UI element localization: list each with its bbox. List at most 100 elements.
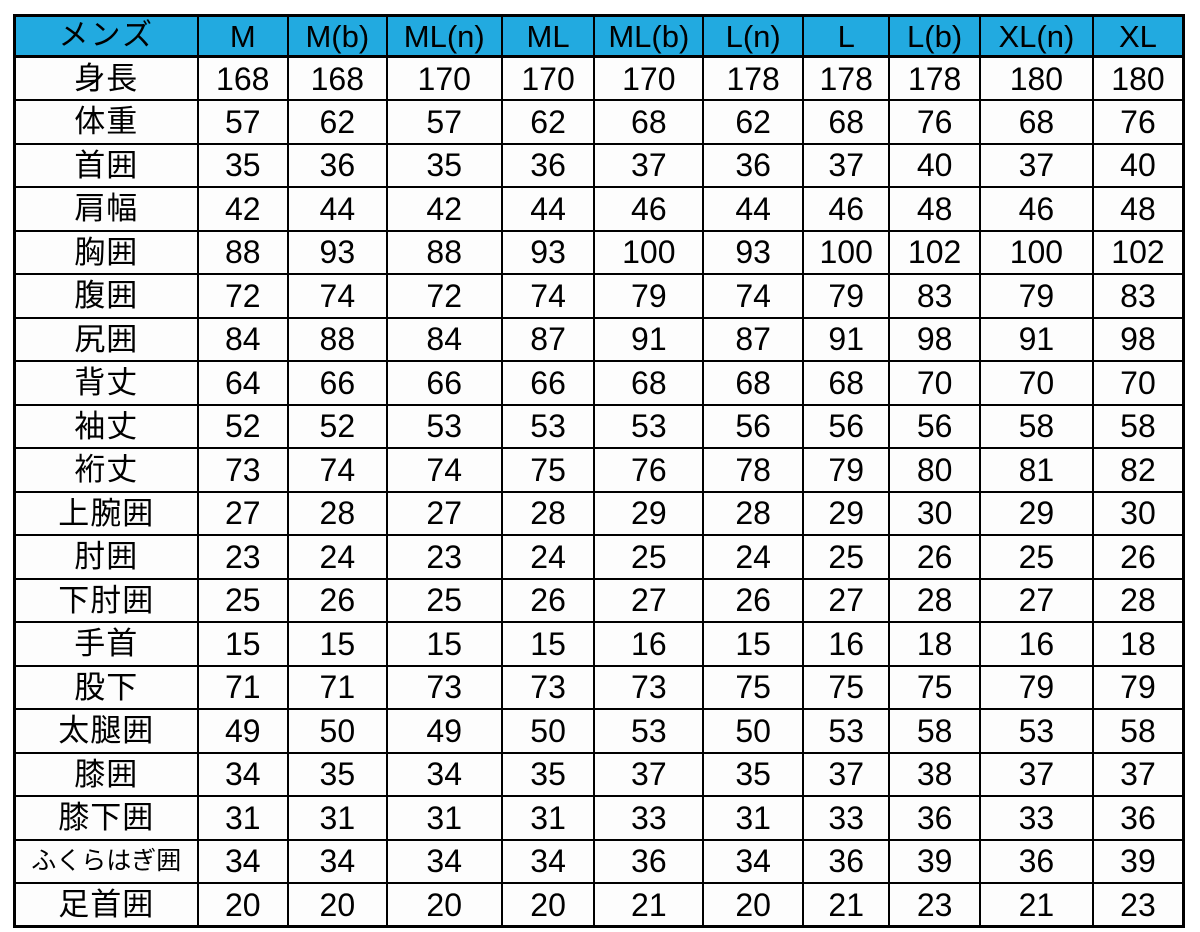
table-cell: 16 [802, 621, 891, 667]
table-cell: 20 [500, 882, 596, 928]
table-cell: 24 [702, 534, 805, 580]
table-cell: 37 [802, 142, 891, 188]
table-cell: 29 [802, 490, 891, 536]
table-cell: 76 [888, 99, 981, 145]
table-cell: 93 [702, 229, 805, 275]
table-cell: 20 [196, 882, 289, 928]
row-label: 身長 [13, 55, 199, 101]
table-cell: 37 [802, 751, 891, 797]
table-row: 太腿囲 49 50 49 50 53 50 53 58 53 58 [13, 708, 1185, 754]
row-label: 首囲 [13, 142, 199, 188]
table-row: 股下 71 71 73 73 73 75 75 75 79 79 [13, 664, 1185, 710]
table-cell: 87 [702, 316, 805, 362]
table-cell: 56 [888, 403, 981, 449]
table-cell: 100 [593, 229, 705, 275]
table-cell: 33 [593, 795, 705, 841]
table-cell: 170 [385, 55, 503, 101]
table-cell: 40 [888, 142, 981, 188]
table-cell: 20 [702, 882, 805, 928]
table-cell: 28 [702, 490, 805, 536]
table-cell: 80 [888, 447, 981, 493]
header-corner-mens: メンズ [13, 14, 199, 58]
table-cell: 24 [500, 534, 596, 580]
table-cell: 79 [978, 664, 1094, 710]
table-cell: 68 [593, 360, 705, 406]
table-cell: 18 [1091, 621, 1185, 667]
table-cell: 20 [286, 882, 388, 928]
table-cell: 52 [196, 403, 289, 449]
table-cell: 29 [978, 490, 1094, 536]
table-cell: 21 [978, 882, 1094, 928]
table-cell: 37 [593, 751, 705, 797]
table-cell: 40 [1091, 142, 1185, 188]
table-cell: 84 [385, 316, 503, 362]
table-cell: 180 [978, 55, 1094, 101]
header-col-xln: XL(n) [978, 14, 1094, 58]
row-label: 尻囲 [13, 316, 199, 362]
table-row: 胸囲 88 93 88 93 100 93 100 102 100 102 [13, 229, 1185, 275]
table-cell: 71 [196, 664, 289, 710]
table-cell: 31 [286, 795, 388, 841]
header-col-m: M [196, 14, 289, 58]
table-cell: 68 [802, 99, 891, 145]
table-cell: 16 [978, 621, 1094, 667]
table-cell: 49 [385, 708, 503, 754]
row-label: 膝囲 [13, 751, 199, 797]
table-cell: 48 [1091, 186, 1185, 232]
table-cell: 84 [196, 316, 289, 362]
table-cell: 25 [802, 534, 891, 580]
table-cell: 34 [385, 751, 503, 797]
table-row: 裄丈 73 74 74 75 76 78 79 80 81 82 [13, 447, 1185, 493]
row-label: 手首 [13, 621, 199, 667]
table-cell: 28 [888, 577, 981, 623]
table-cell: 68 [802, 360, 891, 406]
table-cell: 53 [385, 403, 503, 449]
table-cell: 70 [888, 360, 981, 406]
table-cell: 78 [702, 447, 805, 493]
table-cell: 26 [286, 577, 388, 623]
table-cell: 93 [286, 229, 388, 275]
table-cell: 37 [1091, 751, 1185, 797]
table-cell: 50 [286, 708, 388, 754]
table-cell: 26 [702, 577, 805, 623]
table-cell: 36 [500, 142, 596, 188]
table-cell: 68 [702, 360, 805, 406]
header-col-l: L [802, 14, 891, 58]
table-cell: 62 [500, 99, 596, 145]
table-cell: 34 [196, 838, 289, 884]
header-col-ln: L(n) [702, 14, 805, 58]
table-cell: 48 [888, 186, 981, 232]
table-cell: 75 [802, 664, 891, 710]
header-col-ml: ML [500, 14, 596, 58]
table-cell: 57 [385, 99, 503, 145]
table-cell: 91 [593, 316, 705, 362]
table-cell: 73 [385, 664, 503, 710]
table-cell: 28 [500, 490, 596, 536]
table-cell: 87 [500, 316, 596, 362]
table-cell: 18 [888, 621, 981, 667]
row-label: 下肘囲 [13, 577, 199, 623]
table-cell: 35 [702, 751, 805, 797]
table-cell: 27 [593, 577, 705, 623]
table-row: 手首 15 15 15 15 16 15 16 18 16 18 [13, 621, 1185, 667]
table-cell: 76 [1091, 99, 1185, 145]
row-label: 胸囲 [13, 229, 199, 275]
table-cell: 29 [593, 490, 705, 536]
table-cell: 74 [385, 447, 503, 493]
table-row: 腹囲 72 74 72 74 79 74 79 83 79 83 [13, 273, 1185, 319]
table-cell: 30 [888, 490, 981, 536]
table-cell: 70 [1091, 360, 1185, 406]
table-cell: 23 [196, 534, 289, 580]
table-cell: 178 [702, 55, 805, 101]
table-cell: 36 [593, 838, 705, 884]
table-cell: 72 [385, 273, 503, 319]
table-cell: 100 [978, 229, 1094, 275]
row-label: 袖丈 [13, 403, 199, 449]
table-row: 膝囲 34 35 34 35 37 35 37 38 37 37 [13, 751, 1185, 797]
table-cell: 35 [196, 142, 289, 188]
table-cell: 102 [888, 229, 981, 275]
table-cell: 75 [702, 664, 805, 710]
table-cell: 70 [978, 360, 1094, 406]
table-cell: 82 [1091, 447, 1185, 493]
table-cell: 57 [196, 99, 289, 145]
